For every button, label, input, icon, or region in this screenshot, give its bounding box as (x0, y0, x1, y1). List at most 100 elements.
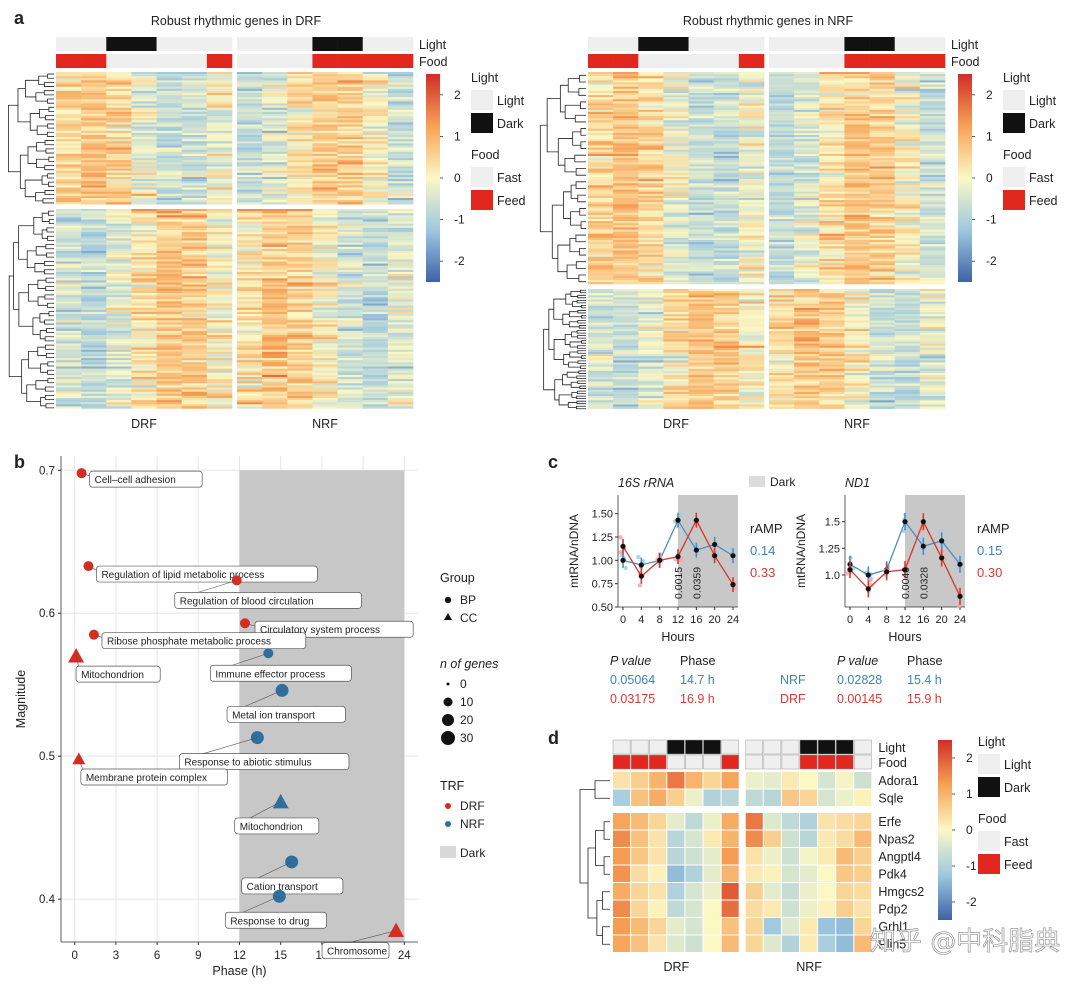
panel-a-nrf-cell (819, 227, 845, 230)
panel-a-drf-cell (181, 314, 208, 317)
panel-a-drf-cell (131, 387, 157, 390)
panel-a-drf-cell (362, 326, 389, 329)
panel-a-nrf-cell (713, 277, 740, 281)
panel-b-label-box (89, 470, 203, 488)
panel-a-drf-cell (237, 368, 263, 371)
panel-a-drf-cell (262, 311, 288, 315)
panel-a-nrf-cell (588, 95, 614, 98)
panel-a-drf-cell (156, 177, 183, 180)
panel-a-drf-cell (362, 362, 389, 365)
panel-a-drf-cell (262, 278, 288, 281)
panel-a-drf-cell (287, 244, 313, 247)
panel-a-drf-cell (181, 84, 208, 87)
panel-a-drf-cell (56, 345, 82, 348)
panel-a-nrf-cell (713, 406, 740, 409)
panel-a-drf-cell (106, 93, 132, 96)
panel-c-dark-label: Dark (770, 475, 796, 489)
panel-a-nrf-cell (769, 166, 795, 169)
panel-a-nrf-cell (738, 101, 765, 104)
panel-a-drf-cell (106, 170, 132, 173)
panel-a-drf-cell (156, 404, 183, 407)
panel-a-drf-cell (312, 191, 338, 194)
panel-a-nrf-cell (613, 124, 639, 127)
panel-a-drf-cell (362, 232, 389, 235)
panel-a-nrf-cell (738, 246, 765, 249)
panel-a-nrf-cell (769, 391, 795, 395)
panel-a-drf-cell (262, 170, 288, 173)
panel-a-drf-cell (237, 261, 263, 264)
panel-a-nrf-cell (869, 244, 896, 247)
panel-a-nrf-cell (638, 246, 664, 249)
panel-a-nrf-cell (769, 324, 795, 327)
panel-a-drf-cell (156, 118, 183, 121)
panel-a-nrf-cell (713, 198, 740, 201)
panel-a-drf-cell (287, 307, 313, 310)
panel-a-nrf-cell (819, 377, 845, 380)
panel-a-nrf-cell (713, 244, 740, 247)
panel-a-nrf-cell (919, 289, 946, 292)
panel-a-nrf-cell (663, 398, 689, 401)
panel-a-nrf-light-cell (713, 37, 740, 51)
panel-a-nrf-food-cell (713, 54, 740, 68)
panel-a-nrf-cell (894, 271, 921, 274)
panel-a-nrf-cell (688, 271, 715, 274)
panel-a-drf-cell (156, 341, 183, 344)
panel-a-nrf-cell (613, 141, 639, 144)
panel-a-drf-cell (81, 107, 107, 110)
panel-a-drf-cell (387, 141, 414, 144)
panel-a-nrf-cell (894, 389, 921, 393)
panel-a-nrf-colorbar-tick-label: 1 (986, 129, 993, 143)
panel-a-nrf-cell (588, 293, 614, 296)
panel-a-drf-cell (312, 269, 338, 273)
panel-a-nrf-cell (794, 324, 820, 327)
panel-a-nrf-cell (588, 314, 614, 317)
panel-a-nrf-cell (819, 174, 845, 178)
panel-a-nrf-cell (819, 271, 845, 274)
panel-a-drf-cell (337, 366, 364, 369)
panel-a-nrf-cell (794, 337, 820, 340)
panel-a-drf-cell (81, 174, 107, 178)
panel-a-nrf-cell (919, 172, 946, 176)
panel-a-nrf-cell (613, 381, 639, 384)
panel-a-drf-cell (81, 101, 107, 104)
panel-a-drf-cell (206, 160, 233, 163)
panel-a-nrf-cell (844, 177, 870, 180)
panel-a-nrf-cell (663, 84, 689, 87)
panel-a-nrf-cell (869, 128, 896, 131)
panel-a-drf-cell (262, 345, 288, 348)
panel-a-drf-cell (56, 200, 82, 203)
panel-c-x-tick-label: 8 (657, 614, 663, 626)
panel-a-nrf-cell (844, 248, 870, 251)
panel-a-drf-cell (262, 297, 288, 300)
panel-a-nrf-cell (663, 221, 689, 224)
panel-a-drf-cell (106, 166, 132, 169)
panel-a-nrf-cell (894, 282, 921, 285)
panel-a-drf-cell (181, 349, 208, 352)
panel-a-drf-cell (237, 282, 263, 285)
panel-a-drf-cell (237, 358, 263, 361)
panel-a-drf-cell (287, 345, 313, 348)
panel-a-drf-cell (387, 305, 414, 308)
panel-a-nrf-cell (769, 252, 795, 255)
panel-a-nrf-cell (844, 267, 870, 270)
panel-a-nrf-cell (663, 195, 689, 199)
panel-a-nrf-cell (713, 383, 740, 386)
panel-a-drf-cell (287, 299, 313, 302)
panel-a-nrf-cell (819, 337, 845, 340)
panel-a-drf-cell (287, 107, 313, 110)
panel-a-nrf-cell (869, 356, 896, 359)
panel-a-drf-cell (156, 293, 183, 296)
panel-a-nrf-cell (919, 156, 946, 159)
panel-a-nrf-cell (919, 95, 946, 98)
panel-a-drf-cell (156, 282, 183, 285)
panel-a-drf-cell (81, 251, 107, 254)
panel-a-drf-cell (312, 209, 338, 212)
panel-a-drf-cell (206, 253, 233, 256)
panel-a-drf-cell (181, 126, 208, 129)
panel-a-nrf-cell (819, 289, 845, 292)
panel-a-drf-cell (56, 318, 82, 321)
panel-a-nrf-cell (769, 248, 795, 251)
panel-a-nrf-cell (769, 124, 795, 127)
panel-a-drf-cell (362, 263, 389, 266)
panel-a-drf-cell (56, 130, 82, 134)
